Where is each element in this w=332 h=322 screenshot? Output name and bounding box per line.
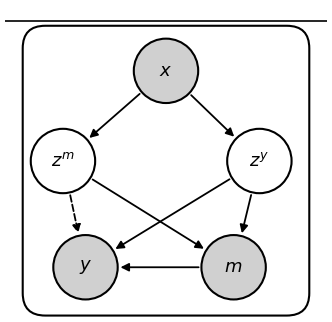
Text: $z^y$: $z^y$	[249, 152, 269, 170]
FancyBboxPatch shape	[23, 26, 309, 316]
Circle shape	[53, 235, 118, 299]
Text: $m$: $m$	[224, 258, 243, 276]
Text: $x$: $x$	[159, 62, 173, 80]
FancyArrowPatch shape	[241, 195, 251, 231]
Text: $z^m$: $z^m$	[51, 152, 75, 170]
Circle shape	[202, 235, 266, 299]
FancyArrowPatch shape	[191, 95, 233, 135]
Text: $y$: $y$	[79, 258, 92, 276]
Circle shape	[134, 39, 198, 103]
Circle shape	[227, 129, 291, 193]
FancyArrowPatch shape	[117, 179, 229, 248]
FancyArrowPatch shape	[93, 179, 202, 248]
FancyArrowPatch shape	[70, 195, 80, 231]
Circle shape	[31, 129, 95, 193]
FancyArrowPatch shape	[91, 94, 140, 137]
FancyArrowPatch shape	[123, 264, 199, 270]
